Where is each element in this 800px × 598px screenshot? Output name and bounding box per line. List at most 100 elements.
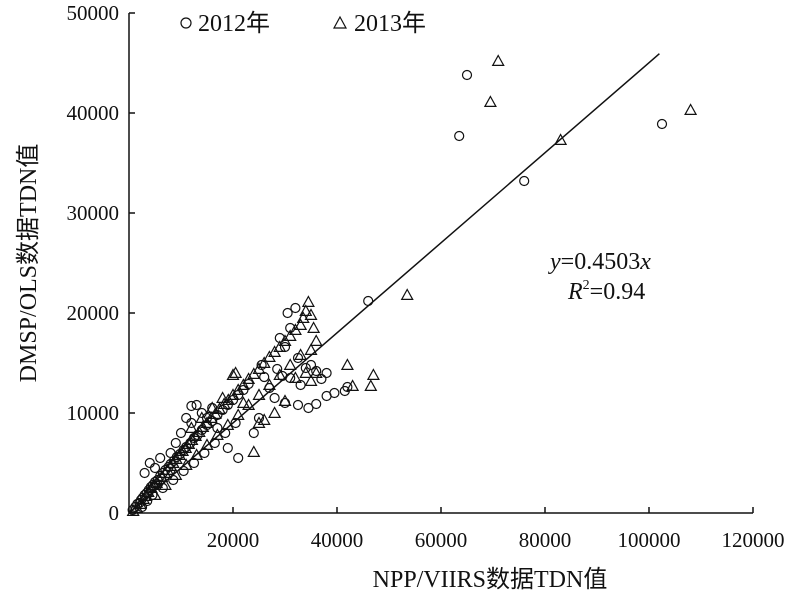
point-2013 [366, 368, 380, 380]
y-tick-label: 30000 [67, 201, 120, 225]
point-2012 [269, 392, 280, 404]
point-2013 [160, 463, 174, 475]
point-2013 [491, 54, 505, 67]
point-2013 [172, 448, 186, 460]
point-2013 [304, 374, 318, 386]
point-2013 [190, 448, 204, 460]
x-tick-label: 60000 [415, 528, 468, 552]
point-2013 [179, 458, 193, 470]
y-axis-title: DMSP/OLS数据TDN值 [15, 144, 42, 383]
r-symbol: R [567, 279, 583, 305]
point-2012 [191, 399, 202, 411]
point-2012 [656, 118, 668, 130]
point-2012 [329, 387, 340, 399]
r-value: =0.94 [590, 279, 646, 305]
point-2013 [304, 308, 318, 320]
point-2013 [307, 321, 321, 333]
point-2013 [236, 378, 250, 390]
point-2013 [346, 379, 360, 391]
point-2013 [257, 356, 271, 368]
point-2012 [316, 373, 327, 385]
point-2013 [400, 288, 414, 300]
point-2012 [188, 457, 200, 469]
point-2012 [519, 175, 530, 187]
point-2013 [196, 420, 210, 432]
legend-marker-2012 [180, 17, 192, 29]
point-2013 [200, 438, 214, 450]
x-tick-label: 80000 [519, 528, 572, 552]
point-2013 [554, 133, 568, 145]
point-2013 [179, 441, 193, 453]
x-tick-label: 40000 [311, 528, 364, 552]
point-2013 [148, 488, 162, 500]
point-2013 [182, 437, 196, 449]
point-2012 [233, 452, 244, 464]
legend: 2012年 2013年 [180, 10, 426, 37]
point-2012 [256, 359, 267, 371]
r-squared: R2=0.94 [567, 278, 645, 305]
y-tick-label: 20000 [67, 301, 120, 325]
point-2013 [294, 348, 308, 360]
equation-y-var: y [548, 249, 561, 275]
point-2013 [217, 397, 231, 409]
regression-equation: y=0.4503x [548, 249, 651, 275]
point-2013 [273, 368, 287, 380]
point-2012 [248, 427, 259, 439]
point-2013 [309, 334, 323, 346]
point-2013 [185, 433, 199, 445]
point-2013 [226, 368, 240, 380]
equation-x-var: x [639, 249, 651, 275]
point-2013 [268, 406, 282, 418]
point-2012 [170, 437, 181, 449]
y-tick-label: 40000 [67, 101, 120, 125]
point-2012 [155, 452, 166, 464]
point-2012 [305, 359, 317, 371]
point-2012 [342, 381, 353, 393]
x-tick-label: 20000 [207, 528, 260, 552]
y-tick-label: 10000 [67, 401, 120, 425]
x-axis-ticks: 20000 40000 60000 80000 100000 120000 [207, 507, 785, 552]
r-exponent: 2 [583, 278, 590, 293]
point-2012 [363, 295, 374, 307]
point-2013 [299, 304, 313, 316]
point-2012 [279, 397, 291, 409]
point-2012 [230, 417, 241, 429]
point-2013 [288, 371, 302, 383]
y-tick-label: 0 [109, 501, 120, 525]
point-2012 [186, 400, 197, 412]
x-tick-label: 100000 [618, 528, 681, 552]
point-2012 [149, 462, 161, 474]
point-2013 [216, 391, 230, 403]
point-2013 [229, 366, 243, 378]
point-2013 [304, 343, 318, 355]
point-2012 [303, 402, 314, 414]
regression-line [128, 53, 660, 514]
point-2013 [158, 466, 172, 478]
legend-label-2013: 2013年 [354, 10, 426, 37]
point-2013 [252, 362, 266, 374]
point-2013 [204, 411, 218, 423]
point-2013 [236, 396, 250, 408]
point-2013 [169, 452, 183, 464]
point-2013 [155, 470, 169, 482]
point-2013 [283, 358, 297, 370]
point-2013 [301, 295, 315, 307]
legend-marker-2013 [332, 15, 348, 29]
point-2013 [483, 95, 497, 108]
point-2013 [262, 378, 276, 390]
point-2013 [130, 501, 144, 514]
point-2012 [253, 412, 265, 424]
point-2013 [278, 394, 292, 406]
point-2012 [222, 442, 233, 454]
legend-label-2012: 2012年 [198, 10, 270, 37]
x-axis-title: NPP/VIIRS数据TDN值 [373, 566, 608, 593]
point-2013 [247, 445, 261, 457]
x-tick-label: 120000 [722, 528, 785, 552]
point-2012 [207, 415, 218, 427]
point-2013 [273, 340, 287, 352]
point-2013 [166, 456, 180, 468]
point-2013 [252, 388, 266, 400]
point-2013 [299, 366, 313, 378]
point-2012 [285, 322, 296, 334]
